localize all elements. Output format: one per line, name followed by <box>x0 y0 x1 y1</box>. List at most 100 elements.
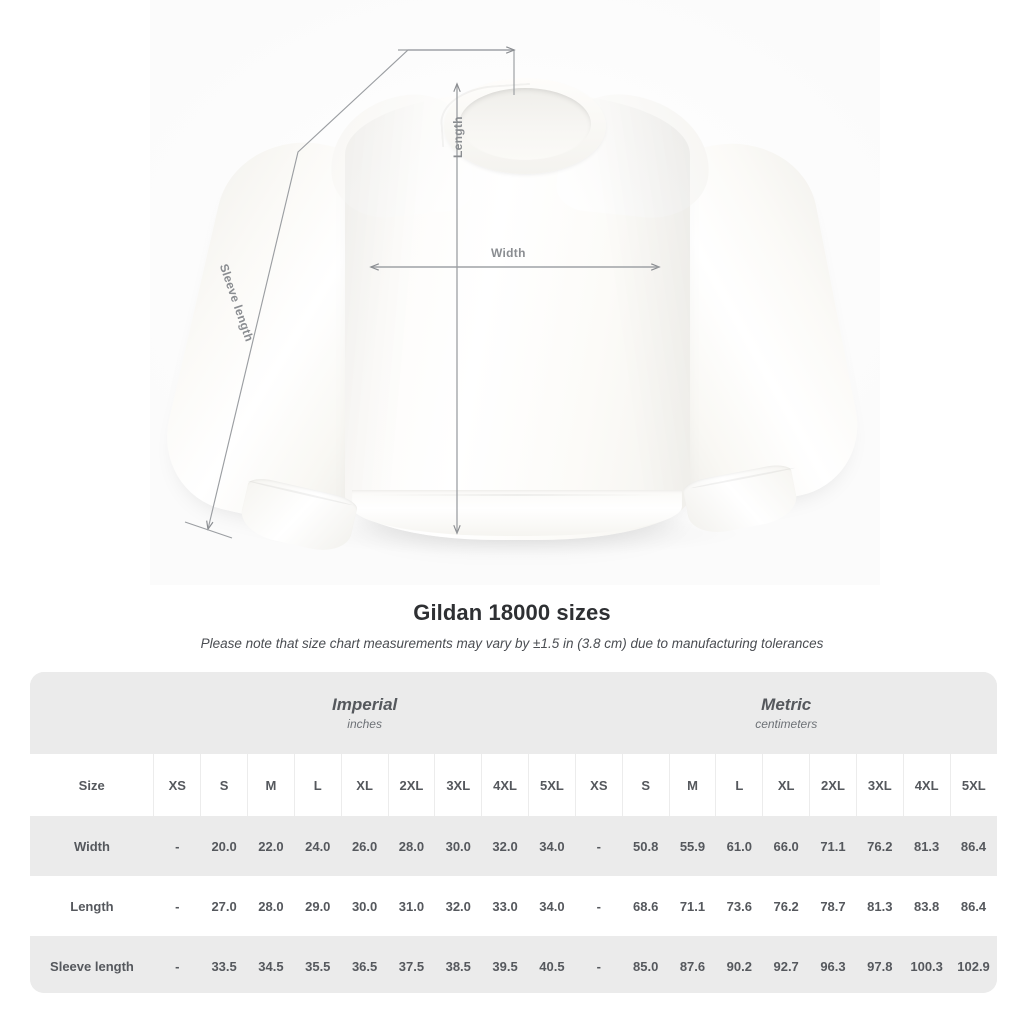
size-header-imperial-2xl: 2XL <box>387 754 435 816</box>
hem-seam-line <box>352 494 682 496</box>
size-header-metric-4xl: 4XL <box>902 754 951 816</box>
cell-sleeve-length-imperial-l: 35.5 <box>294 936 342 993</box>
cell-width-imperial-5xl: 34.0 <box>528 816 576 876</box>
size-header-metric-3xl: 3XL <box>855 754 904 816</box>
table-row-width: Width -20.0 22.0 24.0 26.0 28.0 30.0 32.0 34.0-5… <box>30 816 997 876</box>
size-header-metric-m: M <box>668 754 716 816</box>
cell-width-imperial-3xl: 30.0 <box>434 816 482 876</box>
cell-sleeve-length-metric-l: 90.2 <box>715 936 763 993</box>
cell-width-metric-s: 50.8 <box>622 816 670 876</box>
page-subtitle: Please note that size chart measurements… <box>200 636 824 651</box>
size-header-label: Size <box>30 754 154 816</box>
cell-length-metric-m: 71.1 <box>669 876 716 936</box>
sleeve-length-guide <box>184 50 514 539</box>
bottom-hem-band <box>352 490 682 536</box>
cell-length-imperial-2xl: 31.0 <box>388 876 435 936</box>
page-title: Gildan 18000 sizes <box>413 600 611 625</box>
unit-spacer-cell <box>30 672 154 754</box>
cell-width-imperial-2xl: 28.0 <box>388 816 435 876</box>
cell-width-metric-l: 61.0 <box>715 816 763 876</box>
cell-sleeve-length-metric-s: 85.0 <box>622 936 670 993</box>
size-header-imperial-s: S <box>200 754 248 816</box>
size-header-imperial-l: L <box>293 754 342 816</box>
unit-name: Imperial <box>332 694 398 714</box>
cell-width-metric-5xl: 86.4 <box>950 816 997 876</box>
size-header-imperial-xl: XL <box>340 754 389 816</box>
length-label: Length <box>451 116 465 158</box>
cell-length-metric-2xl: 78.7 <box>809 876 857 936</box>
cell-length-metric-xs: - <box>575 876 623 936</box>
size-header-metric-5xl: 5XL <box>949 754 997 816</box>
cell-sleeve-length-imperial-4xl: 39.5 <box>481 936 529 993</box>
size-header-metric-xl: XL <box>762 754 810 816</box>
cell-width-metric-m: 55.9 <box>669 816 716 876</box>
cell-width-imperial-xl: 26.0 <box>341 816 389 876</box>
row-label-length: Length <box>30 876 154 936</box>
collar-inner-opening <box>459 88 591 160</box>
cell-sleeve-length-metric-xl: 92.7 <box>762 936 810 993</box>
cell-sleeve-length-metric-3xl: 97.8 <box>856 936 904 993</box>
unit-header-row: Imperial inches Metric centimeters <box>30 672 997 754</box>
unit-sub: centimeters <box>755 717 818 732</box>
cell-sleeve-length-imperial-xl: 36.5 <box>341 936 389 993</box>
cell-width-imperial-4xl: 32.0 <box>481 816 529 876</box>
cell-length-imperial-s: 27.0 <box>200 876 248 936</box>
sweatshirt-illustration <box>152 78 870 557</box>
size-header-metric-s: S <box>621 754 670 816</box>
cell-sleeve-length-imperial-s: 33.5 <box>200 936 248 993</box>
row-label-sleeve-length: Sleeve length <box>30 936 154 993</box>
size-header-row: Size XS S M L XL 2XL 3XL 4XL 5XL XS S M L XL 2XL 3XL 4XL 5… <box>30 754 997 816</box>
unit-header-imperial: Imperial inches <box>153 672 576 754</box>
table-row-length: Length -27.0 28.0 29.0 30.0 31.0 32.0 33.0 34.0-… <box>30 876 997 936</box>
cell-length-metric-4xl: 83.8 <box>903 876 951 936</box>
cell-sleeve-length-metric-xs: - <box>575 936 623 993</box>
cell-sleeve-length-metric-m: 87.6 <box>669 936 716 993</box>
table-row-sleeve-length: Sleeve length -33.5 34.5 35.5 36.5 37.5 38.5 39… <box>30 936 997 993</box>
cell-width-imperial-s: 20.0 <box>200 816 248 876</box>
size-header-metric-2xl: 2XL <box>809 754 857 816</box>
cell-width-metric-xs: - <box>575 816 623 876</box>
garment-photo: Length Width Sleeve length <box>150 0 1024 585</box>
cell-length-metric-l: 73.6 <box>715 876 763 936</box>
row-label-width: Width <box>30 816 154 876</box>
size-header-imperial-3xl: 3XL <box>434 754 482 816</box>
cell-sleeve-length-imperial-2xl: 37.5 <box>388 936 435 993</box>
cell-sleeve-length-metric-2xl: 96.3 <box>809 936 857 993</box>
cell-sleeve-length-imperial-m: 34.5 <box>247 936 295 993</box>
size-header-metric-l: L <box>715 754 763 816</box>
cell-sleeve-length-imperial-3xl: 38.5 <box>434 936 482 993</box>
size-chart-body: Imperial inches Metric centimeters Size XS S M L… <box>30 672 997 993</box>
cell-sleeve-length-imperial-5xl: 40.5 <box>528 936 576 993</box>
size-header-imperial-5xl: 5XL <box>528 754 576 816</box>
unit-header-metric: Metric centimeters <box>575 672 997 754</box>
cell-length-imperial-5xl: 34.0 <box>528 876 576 936</box>
cell-sleeve-length-imperial-xs: - <box>153 936 201 993</box>
size-chart-table: Imperial inches Metric centimeters Size XS S M L… <box>30 672 997 993</box>
cell-sleeve-length-metric-4xl: 100.3 <box>903 936 951 993</box>
cell-width-metric-xl: 66.0 <box>762 816 810 876</box>
cell-sleeve-length-metric-5xl: 102.9 <box>950 936 997 993</box>
cell-length-imperial-m: 28.0 <box>247 876 295 936</box>
cell-width-metric-3xl: 76.2 <box>856 816 904 876</box>
cell-length-metric-s: 68.6 <box>622 876 670 936</box>
cell-width-imperial-m: 22.0 <box>247 816 295 876</box>
cell-length-imperial-xs: - <box>153 876 201 936</box>
unit-sub: inches <box>347 717 382 732</box>
size-header-metric-xs: XS <box>574 754 623 816</box>
cell-length-metric-5xl: 86.4 <box>950 876 997 936</box>
cell-length-imperial-l: 29.0 <box>294 876 342 936</box>
size-chart-table-wrapper: Imperial inches Metric centimeters Size XS S M L… <box>30 672 997 993</box>
width-label: Width <box>491 246 526 260</box>
cell-length-imperial-4xl: 33.0 <box>481 876 529 936</box>
cell-length-metric-xl: 76.2 <box>762 876 810 936</box>
size-header-imperial-4xl: 4XL <box>481 754 529 816</box>
unit-name: Metric <box>761 694 812 714</box>
size-header-imperial-xs: XS <box>153 754 201 816</box>
cell-width-imperial-l: 24.0 <box>294 816 342 876</box>
measurement-guides <box>184 0 1024 539</box>
cell-length-imperial-3xl: 32.0 <box>434 876 482 936</box>
cell-width-metric-4xl: 81.3 <box>903 816 951 876</box>
cell-width-metric-2xl: 71.1 <box>809 816 857 876</box>
cell-length-imperial-xl: 30.0 <box>341 876 389 936</box>
